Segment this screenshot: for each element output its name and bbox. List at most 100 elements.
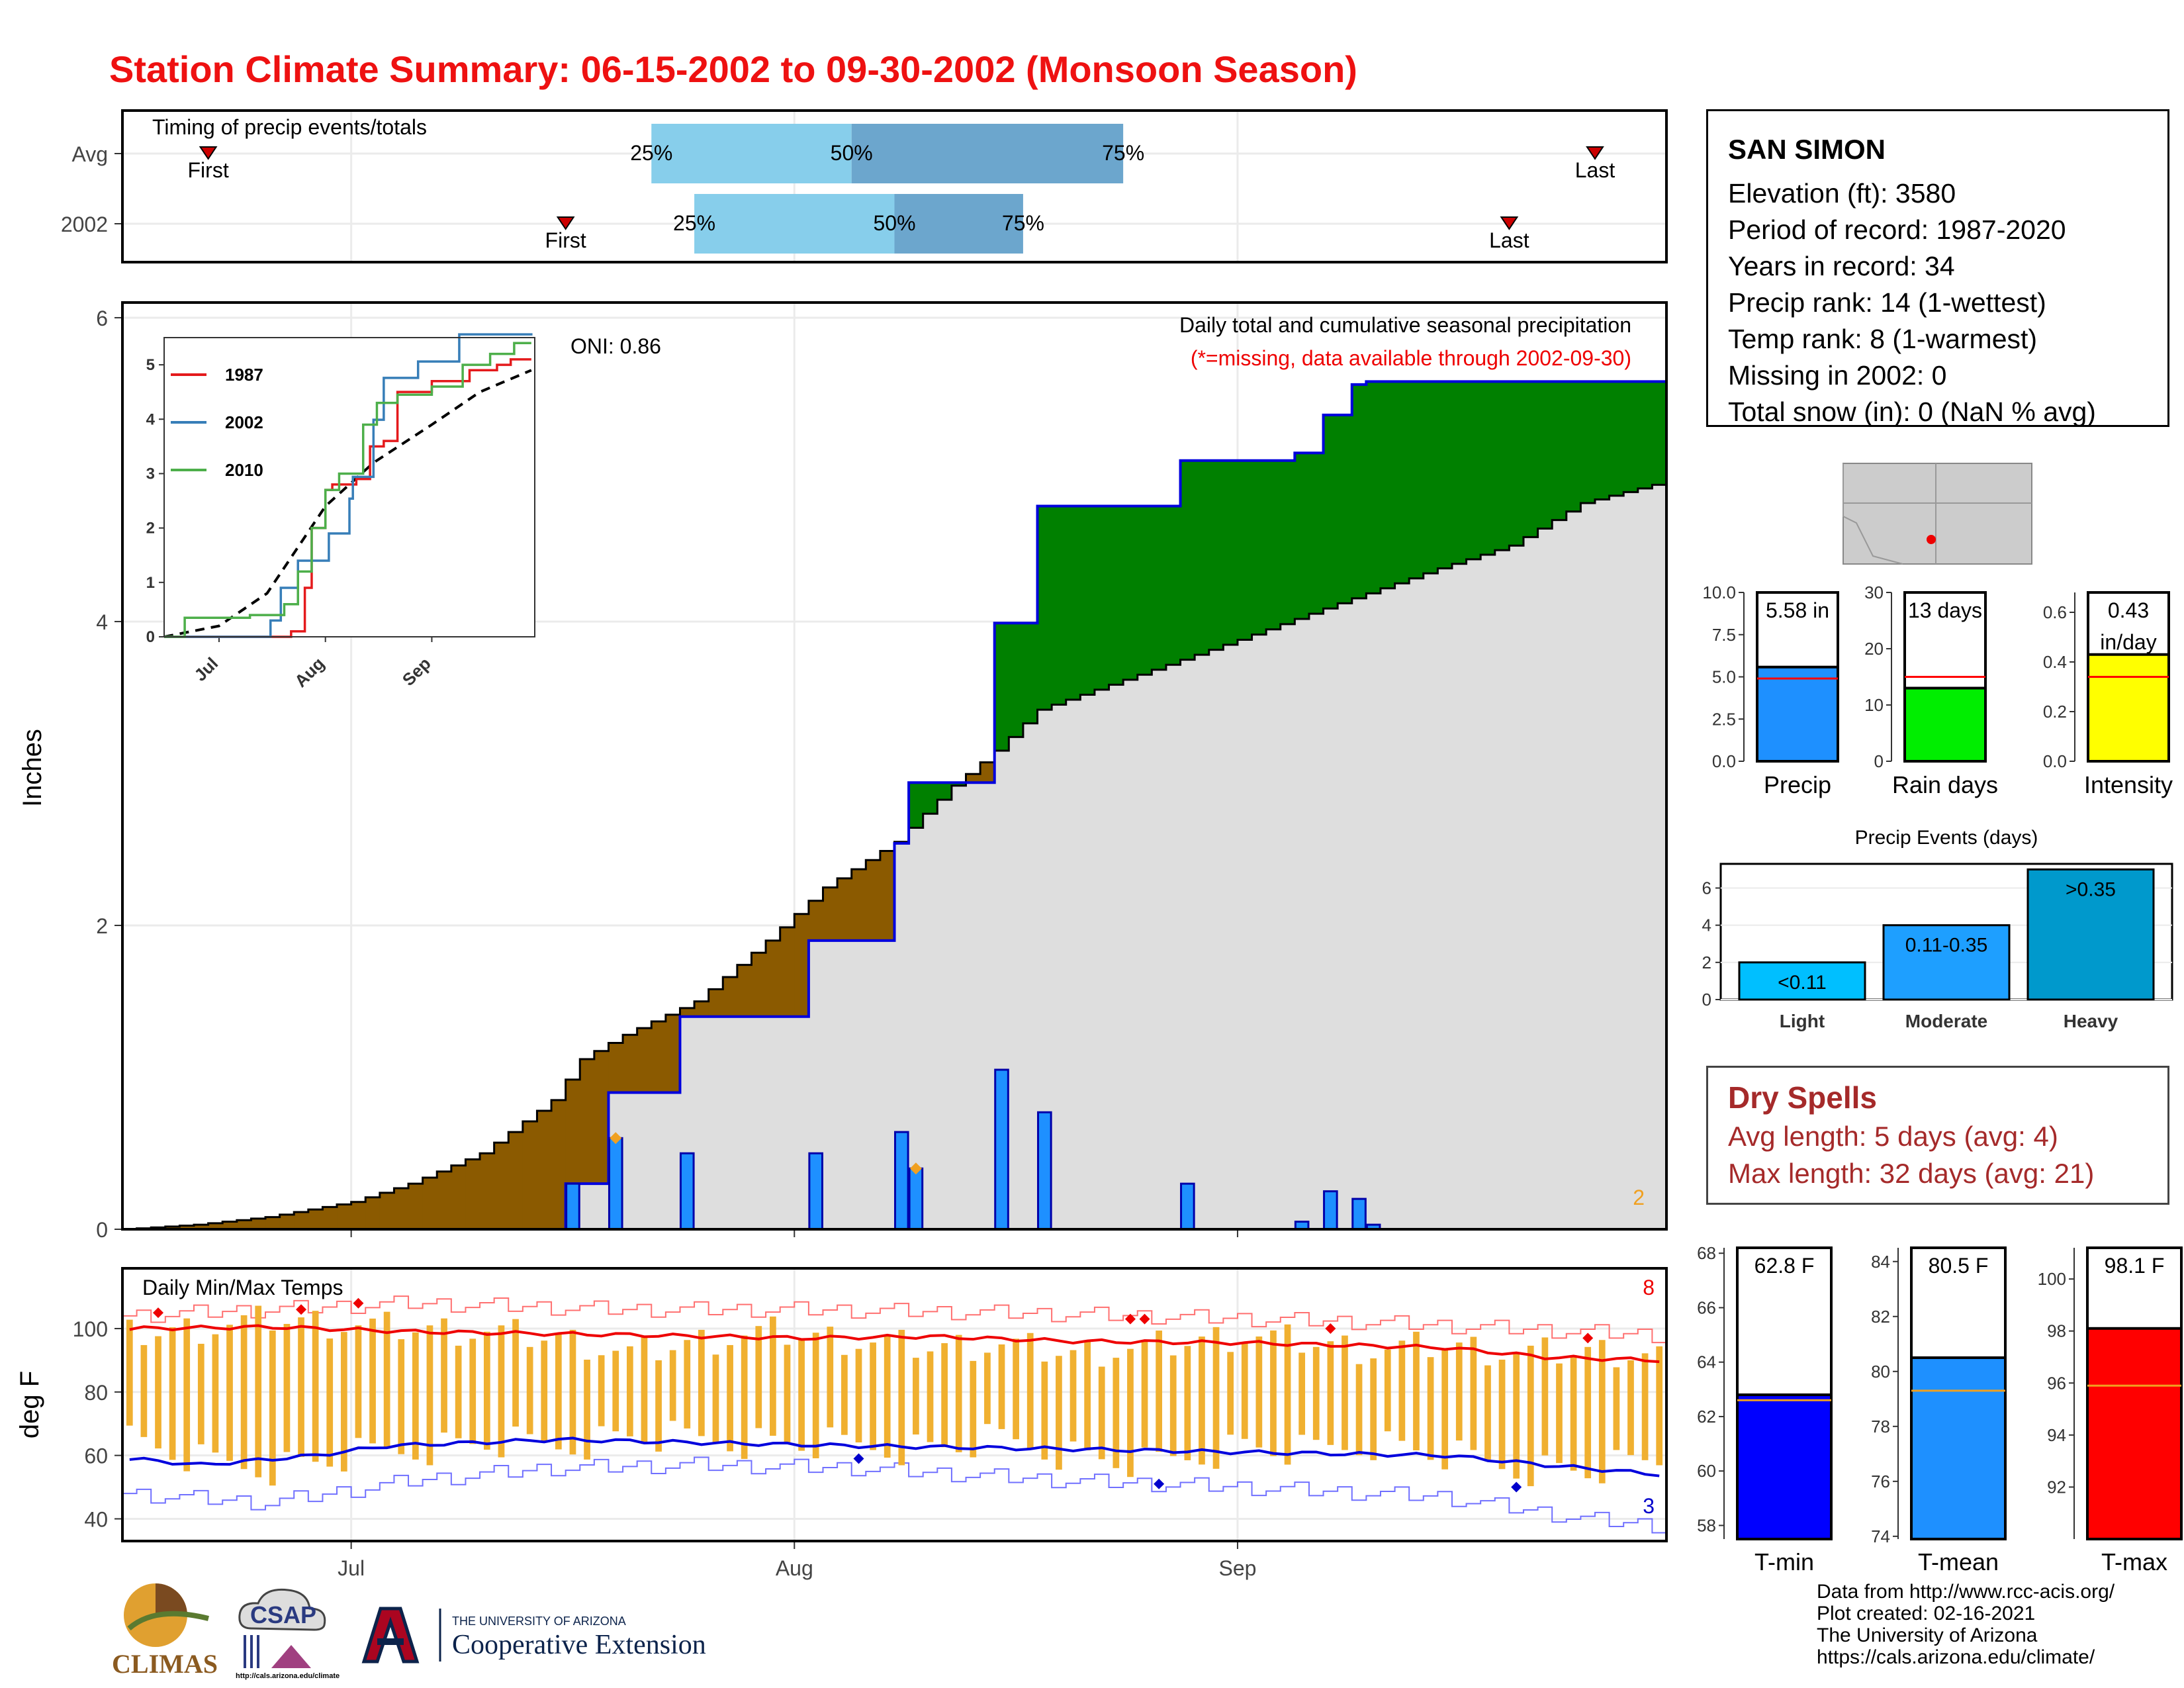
inset-y-tick-label: 4 [146,410,156,428]
precip_gauge-tick-label: 7.5 [1712,625,1736,645]
daily-temp-range-bar [1327,1341,1334,1445]
daily-temp-range-bar [998,1344,1005,1429]
deficit-area [766,940,781,1017]
surplus-area [1066,506,1081,700]
deficit-area [236,1220,252,1229]
events-tick-label: 0 [1702,990,1711,1009]
daily-temp-range-bar [1484,1365,1491,1460]
tmin_gauge-category-label: T-min [1754,1548,1814,1575]
daily-temp-range-bar [512,1319,519,1427]
record-high-marker [1139,1313,1150,1325]
daily-temp-range-bar [483,1331,490,1450]
daily-temp-range-bar [598,1355,605,1427]
surplus-area [1023,623,1038,724]
credits: Data from http://www.rcc-acis.org/ Plot … [1817,1581,2115,1668]
daily-temp-range-bar [298,1317,304,1457]
station-temp-rank: Temp rank: 8 (1-warmest) [1728,324,2038,354]
intensity_gauge-tick-label: 0.2 [2043,702,2067,722]
tmean_gauge-tick-label: 76 [1871,1472,1890,1491]
tmean_gauge-value-label: 80.5 F [1929,1254,1989,1278]
station-info-box: SAN SIMON Elevation (ft): 3580 Period of… [1706,109,2169,427]
deficit-area [465,1159,480,1229]
daily-precip-bar [608,1137,623,1231]
deficit-area [408,1184,424,1229]
inset-legend-label-2002: 2002 [225,412,263,432]
daily-temp-range-bar [1470,1336,1477,1450]
timing-last-marker [1586,146,1604,160]
tmean_gauge-bar [1910,1356,2007,1541]
inset-series-1987 [164,358,531,638]
tmean_gauge-category-label: T-mean [1918,1548,1999,1575]
surplus-area [1394,381,1410,584]
daily-temp-range-bar [784,1344,791,1444]
daily-temp-range-bar [970,1360,977,1458]
daily-temp-range-bar [1255,1336,1263,1448]
record-high-marker [153,1307,164,1319]
tmax_gauge-category-label: T-max [2101,1548,2167,1575]
deficit-area [322,1207,338,1229]
timing-last-label: Last [1489,228,1529,252]
daily-temp-range-bar [884,1336,891,1458]
record-high-marker [353,1297,364,1309]
ua-line2: Cooperative Extension [452,1630,706,1660]
surplus-area [1623,381,1639,492]
daily-temp-range-bar [1370,1358,1377,1460]
surplus-area [1366,381,1381,594]
inset-y-tick-label: 5 [146,356,155,374]
surplus-area [1323,414,1338,609]
daily-temp-range-bar [1270,1330,1277,1456]
oni-label: ONI: 0.86 [570,334,661,358]
daily-temp-range-bar [326,1338,334,1467]
daily-temp-range-bar [169,1327,176,1460]
intensity_gauge-tick-label: 0.0 [2043,751,2067,771]
station-elevation: Elevation (ft): 3580 [1728,178,1956,209]
timing-row-label: Avg [71,142,108,166]
daily-temp-range-bar [655,1360,662,1452]
daily-temp-range-bar [1656,1346,1663,1466]
daily-temp-range-bar [226,1325,233,1461]
temp-y-axis-label: deg F [15,1371,44,1438]
daily-temp-range-bar [283,1323,291,1452]
credit-url: https://cals.arizona.edu/climate/ [1817,1646,2095,1668]
temp-panel-bg [122,1268,1666,1541]
deficit-area [565,1079,580,1184]
deficit-area [365,1197,381,1229]
daily-temp-range-bar [240,1315,248,1470]
daily-temp-range-bar [1084,1341,1091,1450]
surplus-area [1080,506,1095,695]
timing-label-50: 50% [873,211,915,235]
daily-temp-range-bar [1556,1363,1563,1464]
surplus-area [1466,381,1481,559]
station-period: Period of record: 1987-2020 [1728,214,2066,245]
temp-y-tick-label: 40 [84,1507,108,1531]
tmin_gauge-bar [1736,1393,1833,1541]
daily-temp-range-bar [1284,1324,1291,1465]
events-bar-label-light: <0.11 [1778,972,1827,994]
deficit-area [294,1211,309,1229]
daily-precip-bar [994,1068,1009,1231]
surplus-area [1552,381,1567,520]
station-snow: Total snow (in): 0 (NaN % avg) [1728,397,2096,427]
daily-temp-range-bar [1312,1346,1320,1440]
intensity_gauge-category-label: Intensity [2084,771,2173,798]
daily-temp-range-bar [1056,1356,1062,1470]
surplus-area [1308,453,1324,614]
daily-temp-range-bar [741,1335,748,1459]
temp-count-min: 3 [1643,1494,1655,1518]
daily-temp-range-bar [727,1344,733,1452]
surplus-area [1351,384,1367,598]
daily-temp-range-bar [855,1348,862,1443]
surplus-area [1523,381,1539,538]
tmin_gauge-tick-label: 58 [1697,1515,1716,1535]
daily-temp-range-bar [898,1329,905,1466]
temp-y-tick-label: 80 [84,1381,108,1405]
deficit-area [437,1171,452,1229]
precip-corner-note: 2 [1633,1186,1645,1209]
timing-panel-border [121,109,1668,263]
daily-temp-range-bar [1199,1336,1205,1465]
deficit-area [265,1217,281,1229]
surplus-area [1338,414,1353,604]
surplus-area [1566,381,1581,512]
daily-temp-range-bar [1584,1346,1592,1479]
daily-temp-range-bar [541,1340,548,1442]
